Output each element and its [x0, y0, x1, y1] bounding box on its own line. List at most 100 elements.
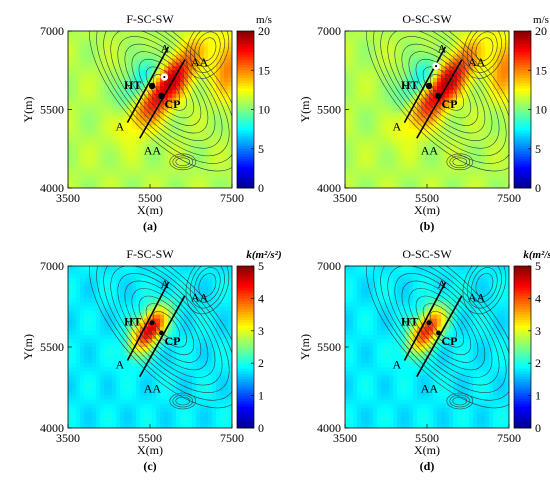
heatmap-cell	[385, 54, 390, 59]
heatmap-cell	[453, 97, 458, 103]
heatmap-cell	[140, 113, 145, 118]
heatmap-cell	[220, 38, 225, 44]
heatmap-cell	[92, 176, 97, 181]
heatmap-cell	[196, 125, 201, 130]
heatmap-cell	[160, 42, 165, 48]
heatmap-cell	[469, 148, 474, 154]
heatmap-cell	[84, 54, 89, 59]
heatmap-cell	[120, 282, 125, 287]
heatmap-cell	[124, 31, 129, 36]
heatmap-cell	[389, 133, 394, 138]
heatmap-cell	[196, 164, 201, 169]
heatmap-cell	[132, 58, 137, 63]
heatmap-cell	[84, 58, 89, 63]
heatmap-cell	[369, 54, 374, 59]
heatmap-cell	[116, 286, 121, 291]
heatmap-cell	[501, 101, 506, 106]
heatmap-cell	[216, 70, 221, 75]
heatmap-cell	[401, 113, 406, 118]
heatmap-cell	[184, 371, 189, 376]
heatmap-cell	[433, 176, 438, 181]
heatmap-cell	[421, 97, 426, 103]
heatmap-cell	[128, 395, 133, 401]
heatmap-cell	[128, 97, 133, 103]
heatmap-cell	[445, 74, 450, 79]
heatmap-cell	[72, 379, 77, 384]
heatmap-cell	[152, 78, 157, 83]
colorbar-segment	[514, 180, 531, 184]
heatmap-cell	[156, 314, 161, 320]
heatmap-cell	[92, 318, 97, 324]
colorbar-segment	[514, 106, 531, 110]
heatmap-cell	[140, 117, 145, 122]
heatmap-cell	[112, 383, 117, 388]
heatmap-cell	[124, 326, 129, 332]
heatmap-cell	[164, 395, 169, 401]
heatmap-cell	[200, 347, 205, 352]
heatmap-cell	[220, 144, 225, 150]
heatmap-cell	[108, 403, 113, 409]
heatmap-cell	[397, 180, 402, 185]
heatmap-cell	[128, 54, 133, 59]
heatmap-cell	[365, 184, 370, 188]
heatmap-cell	[68, 140, 73, 146]
heatmap-cell	[385, 148, 390, 154]
heatmap-cell	[345, 97, 350, 103]
heatmap-cell	[465, 38, 470, 44]
heatmap-cell	[377, 180, 382, 185]
heatmap-cell	[172, 133, 177, 138]
heatmap-cell	[469, 82, 474, 87]
heatmap-cell	[365, 93, 370, 99]
heatmap-cell	[76, 125, 81, 130]
heatmap-cell	[180, 152, 185, 158]
heatmap-cell	[144, 342, 149, 348]
x-axis-label: X(m)	[414, 203, 440, 217]
heatmap-cell	[461, 70, 466, 75]
colorbar-segment	[237, 112, 254, 116]
heatmap-cell	[92, 180, 97, 185]
heatmap-cell	[493, 70, 498, 75]
heatmap-cell	[184, 310, 189, 315]
heatmap-cell	[196, 117, 201, 122]
heatmap-cell	[144, 375, 149, 380]
heatmap-cell	[116, 113, 121, 118]
heatmap-cell	[76, 156, 81, 161]
heatmap-cell	[176, 407, 181, 413]
heatmap-cell	[429, 164, 434, 169]
heatmap-cell	[353, 140, 358, 146]
heatmap-cell	[92, 97, 97, 103]
heatmap-cell	[120, 85, 125, 91]
heatmap-cell	[104, 66, 109, 71]
heatmap-cell	[176, 121, 181, 126]
heatmap-cell	[477, 34, 482, 40]
heatmap-cell	[188, 270, 193, 275]
heatmap-cell	[148, 148, 153, 154]
heatmap-cell	[425, 113, 430, 118]
heatmap-cell	[449, 136, 454, 142]
heatmap-cell	[357, 125, 362, 130]
heatmap-cell	[433, 109, 438, 114]
heatmap-cell	[180, 93, 185, 99]
heatmap-cell	[128, 330, 133, 336]
heatmap-cell	[140, 172, 145, 177]
heatmap-cell	[88, 338, 93, 344]
heatmap-cell	[132, 156, 137, 161]
heatmap-cell	[357, 133, 362, 138]
heatmap-cell	[184, 160, 189, 165]
colorbar-segment	[514, 161, 531, 165]
heatmap-cell	[116, 419, 121, 425]
heatmap-cell	[373, 160, 378, 165]
heatmap-cell	[120, 50, 125, 55]
heatmap-cell	[465, 125, 470, 130]
heatmap-cell	[136, 168, 141, 173]
heatmap-cell	[128, 129, 133, 134]
colorbar-segment	[514, 46, 531, 50]
heatmap-cell	[469, 97, 474, 103]
heatmap-cell	[505, 101, 509, 106]
heatmap-cell	[369, 172, 374, 177]
heatmap-cell	[116, 407, 121, 413]
heatmap-cell	[136, 306, 141, 311]
heatmap-cell	[353, 160, 358, 165]
heatmap-cell	[92, 66, 97, 71]
heatmap-cell	[501, 97, 506, 103]
